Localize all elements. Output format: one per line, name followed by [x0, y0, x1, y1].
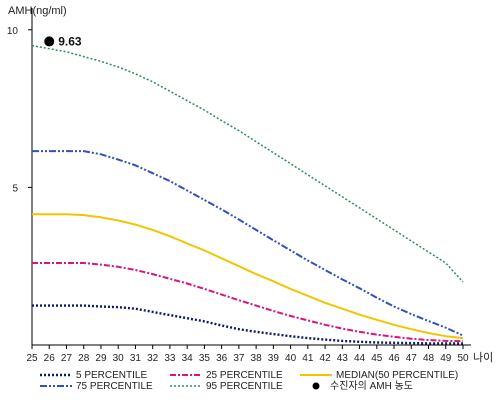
series-line-75-percentile	[32, 150, 464, 337]
y-axis-title: AMH(ng/ml)	[8, 5, 67, 17]
x-tick-label: 50	[457, 353, 469, 364]
x-tick-label: 49	[440, 353, 452, 364]
legend-label-25-percentile: 25 PERCENTILE	[206, 370, 283, 381]
x-tick-label: 48	[423, 353, 435, 364]
legend-label-median-50-percentile-: MEDIAN(50 PERCENTILE)	[336, 370, 458, 381]
marker-value-label: 9.63	[58, 34, 82, 48]
x-tick-label: 40	[285, 353, 297, 364]
x-tick-label: 46	[388, 353, 400, 364]
axes: 5 10 25 26 27 28 29 30 31 32 33 34 35 36 37 38 39 40 41 42 4…	[7, 5, 493, 364]
x-tick-label: 27	[61, 353, 73, 364]
x-tick-label: 30	[113, 353, 125, 364]
x-tick-label: 44	[354, 353, 366, 364]
y-tick-label: 5	[12, 183, 18, 194]
x-tick-label: 35	[199, 353, 211, 364]
x-tick-label: 31	[130, 353, 142, 364]
x-tick-label: 43	[337, 353, 349, 364]
x-tick-label: 41	[302, 353, 314, 364]
x-axis-title: 나이	[473, 351, 493, 364]
legend-label-75-percentile: 75 PERCENTILE	[76, 381, 153, 392]
legend: 5 PERCENTILE 25 PERCENTILE MEDIAN(50 PERCE…	[40, 370, 458, 392]
x-tick-label: 42	[320, 353, 332, 364]
y-tick-label: 10	[7, 26, 19, 37]
x-tick-label: 34	[182, 353, 194, 364]
x-tick-label: 47	[406, 353, 418, 364]
x-tick-label: 45	[371, 353, 383, 364]
series-line-95-percentile	[31, 44, 464, 283]
x-tick-label: 26	[44, 353, 56, 364]
legend-label-5-percentile: 5 PERCENTILE	[76, 370, 147, 381]
x-tick-label: 33	[164, 353, 176, 364]
series-line-median-50-percentile-	[32, 213, 464, 340]
x-tick-label: 38	[251, 353, 263, 364]
x-tick-label: 36	[216, 353, 228, 364]
marker-point	[44, 36, 55, 47]
x-tick-label: 25	[26, 353, 38, 364]
series-line-25-percentile	[32, 262, 464, 343]
series-lines	[31, 44, 464, 345]
x-tick-label: 29	[95, 353, 107, 364]
series-line-5-percentile	[32, 304, 463, 345]
x-tick-label: 32	[147, 353, 159, 364]
x-tick-label: 37	[233, 353, 245, 364]
legend-swatch-marker	[312, 382, 320, 390]
x-tick-label: 39	[268, 353, 280, 364]
patient-marker: 9.63	[44, 34, 82, 48]
legend-label-95-percentile: 95 PERCENTILE	[206, 381, 283, 392]
x-tick-label: 28	[78, 353, 90, 364]
legend-label-marker: 수진자의 AMH 농도	[330, 380, 413, 392]
